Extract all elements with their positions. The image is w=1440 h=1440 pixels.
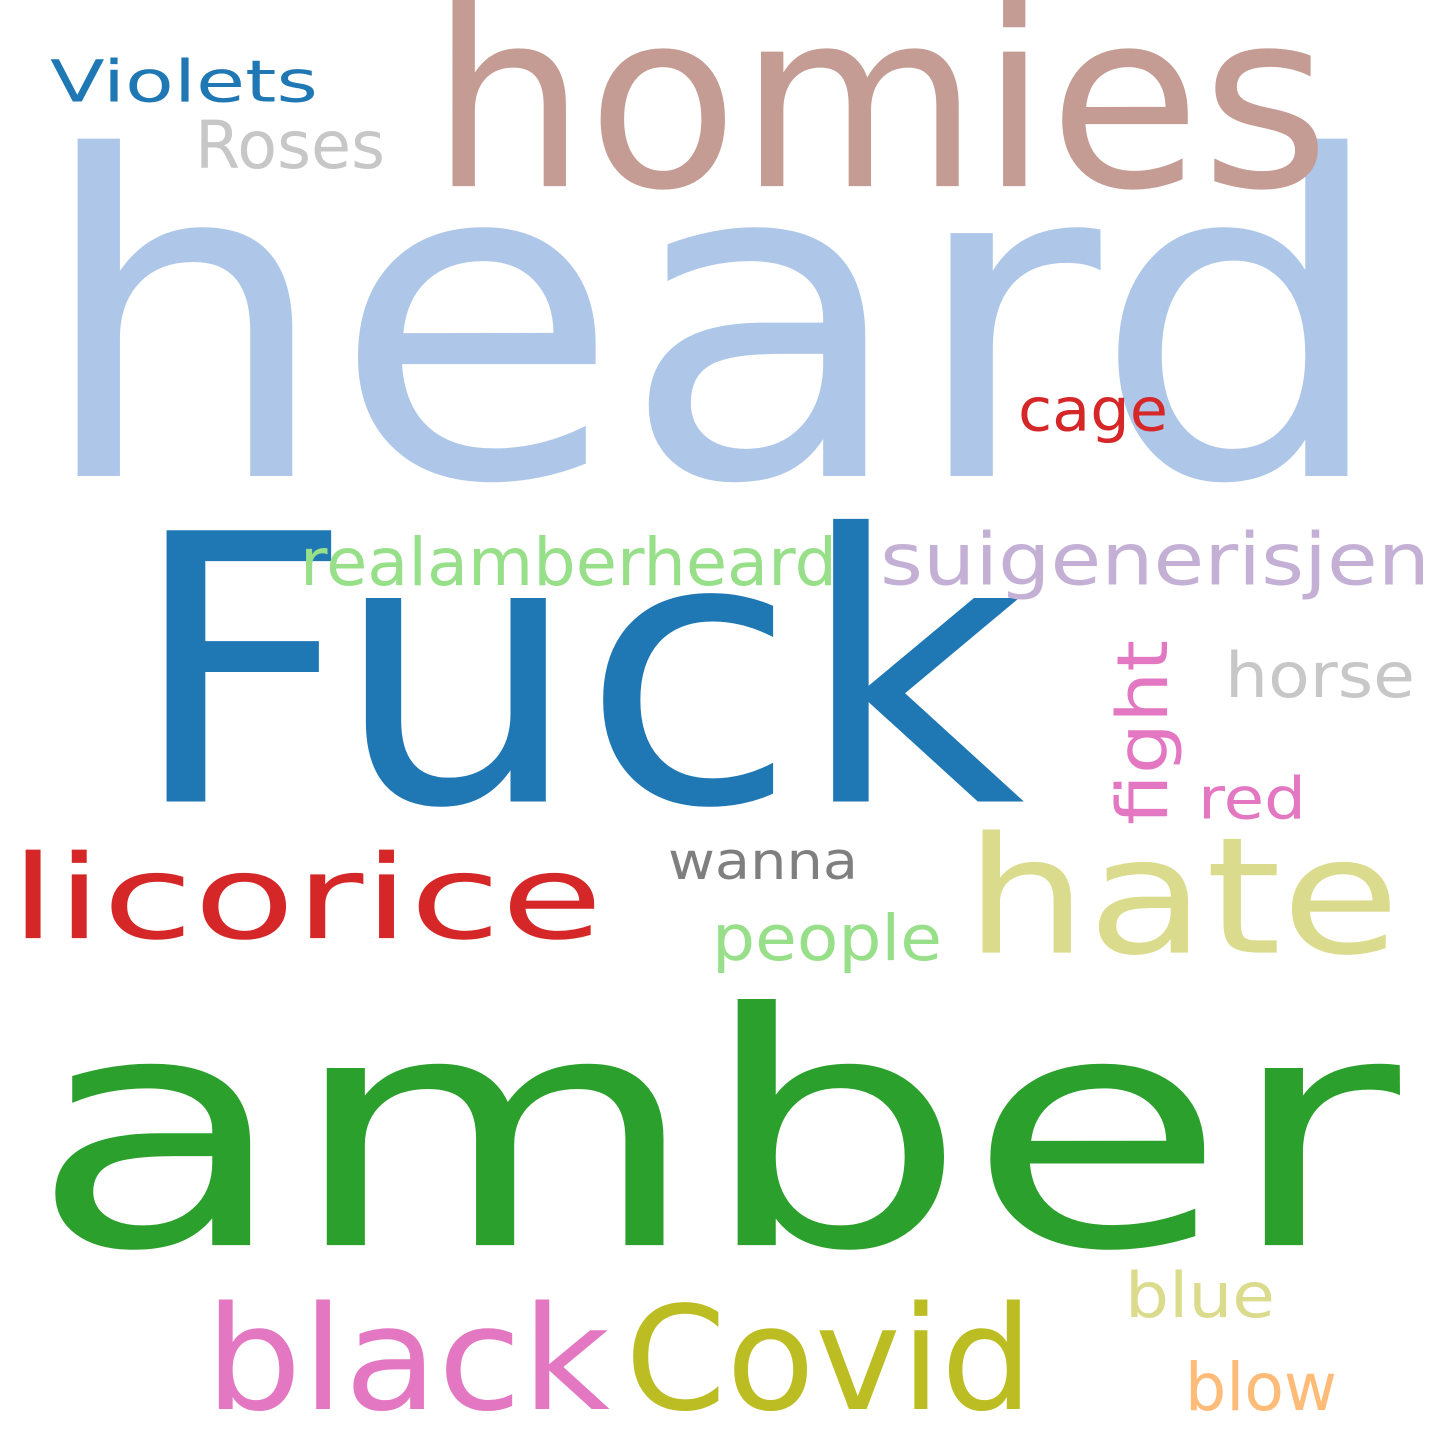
word-wanna: wanna — [668, 831, 858, 892]
word-heard: heard — [35, 63, 1390, 583]
word-violets: Violets — [50, 48, 318, 116]
word-suigenerisjen: suigenerisjen — [880, 517, 1430, 602]
word-homies: homies — [430, 0, 1330, 246]
word-blue: blue — [1125, 1259, 1275, 1333]
word-red: red — [1198, 765, 1306, 833]
word-blow: blow — [1185, 1348, 1337, 1426]
word-fight: fight — [1101, 640, 1184, 825]
word-people: people — [712, 900, 942, 976]
word-roses: Roses — [195, 106, 385, 184]
word-hate: hate — [965, 801, 1400, 992]
word-fuck: Fuck — [128, 455, 1025, 891]
word-realamberheard: realamberheard — [300, 523, 837, 601]
word-covid: Covid — [625, 1275, 1033, 1440]
word-horse: horse — [1225, 639, 1415, 713]
word-black: black — [205, 1275, 610, 1440]
word-amber: amber — [30, 943, 1400, 1323]
word-cage: cage — [1018, 374, 1168, 445]
word-licorice: licorice — [10, 829, 603, 967]
